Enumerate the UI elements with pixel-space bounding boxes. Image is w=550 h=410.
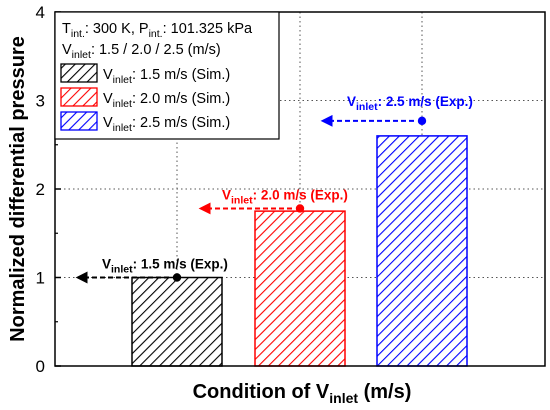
legend: Tint.: 300 K, Pint.: 101.325 kPa Vinlet: … [54, 11, 280, 140]
legend-header-2: Vinlet: 1.5 / 2.0 / 2.5 (m/s) [62, 42, 221, 61]
y-tick-label: 1 [36, 269, 45, 288]
legend-label-2: Vinlet: 2.0 m/s (Sim.) [103, 91, 230, 110]
legend-header-1: Tint.: 300 K, Pint.: 101.325 kPa [62, 21, 253, 40]
y-tick-label: 3 [36, 92, 45, 111]
y-tick-label: 2 [36, 180, 45, 199]
exp-label-1: Vinlet: 1.5 m/s (Exp.) [102, 257, 228, 276]
y-tick-label: 4 [36, 3, 45, 22]
exp-point-2 [295, 204, 305, 213]
exp-label-3: Vinlet: 2.5 m/s (Exp.) [347, 94, 473, 113]
axes: 0 1 2 3 4 [36, 3, 546, 376]
x-axis-title: Condition of Vinlet (m/s) [193, 381, 412, 406]
bar-2 [254, 210, 346, 367]
legend-swatch-3 [60, 111, 98, 131]
legend-swatch-1 [60, 63, 98, 83]
bar-3 [376, 135, 468, 367]
exp-point-3 [417, 116, 427, 126]
axis-titles: Normalized differential pressure Conditio… [7, 36, 411, 406]
y-tick-label: 0 [36, 357, 45, 376]
legend-swatch-2 [60, 87, 98, 107]
exp-point-1 [172, 273, 182, 282]
y-axis-title: Normalized differential pressure [7, 36, 29, 342]
exp-label-2: Vinlet: 2.0 m/s (Exp.) [222, 187, 348, 206]
experimental-markers: Vinlet: 1.5 m/s (Exp.) Vinlet: 2.0 m/s (E… [75, 94, 473, 284]
legend-label-1: Vinlet: 1.5 m/s (Sim.) [103, 67, 230, 86]
legend-label-3: Vinlet: 2.5 m/s (Sim.) [103, 115, 230, 134]
bar-1 [131, 276, 223, 367]
